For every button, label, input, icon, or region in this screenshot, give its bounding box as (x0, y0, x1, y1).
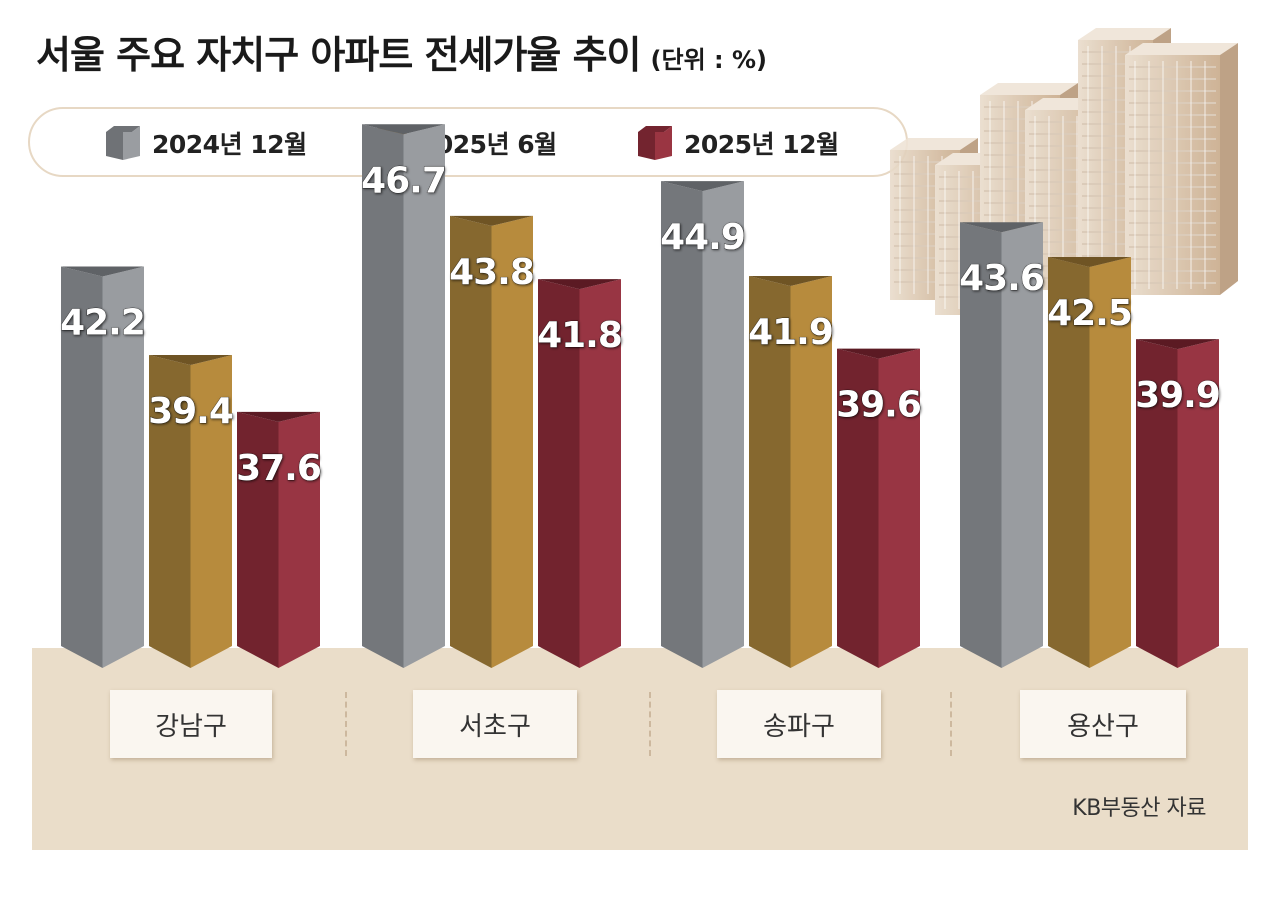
data-label-songpa-2025-12: 39.6 (836, 385, 921, 426)
data-label-seocho-2025-06: 43.8 (449, 252, 534, 293)
bar-gangnam-2025-12 (237, 411, 320, 668)
data-label-gangnam-2025-06: 39.4 (148, 391, 233, 432)
data-labels-group: 42.2 46.7 44.9 43.6 39.4 43.8 41.9 42.5 37.6 41.8… (60, 160, 1221, 489)
bar-songpa-2025-12 (837, 348, 920, 668)
bars-group (61, 124, 1219, 669)
data-label-songpa-2024-12: 44.9 (660, 217, 745, 258)
category-label-seocho: 서초구 (413, 690, 577, 758)
category-divider (950, 692, 952, 756)
category-divider (345, 692, 347, 756)
legend-swatch-maroon (638, 126, 672, 160)
bar-yongsan-2024-12 (960, 222, 1043, 669)
bar-seocho-2024-12 (362, 124, 445, 668)
data-label-yongsan-2024-12: 43.6 (959, 258, 1044, 299)
bar-songpa-2025-06 (749, 275, 832, 668)
unit-label: (단위 : %) (650, 46, 767, 74)
title-row: 서울 주요 자치구 아파트 전세가율 추이 (단위 : %) (36, 24, 767, 79)
bar-yongsan-2025-06 (1048, 257, 1131, 668)
data-label-yongsan-2025-12: 39.9 (1135, 375, 1220, 416)
bar-seocho-2025-12 (538, 279, 621, 668)
category-label-yongsan: 용산구 (1020, 690, 1186, 758)
category-label-gangnam: 강남구 (110, 690, 272, 758)
bar-seocho-2025-06 (450, 215, 533, 669)
data-label-seocho-2025-12: 41.8 (537, 315, 622, 356)
data-label-yongsan-2025-06: 42.5 (1047, 293, 1132, 334)
legend-label-2025-12: 2025년 12월 (684, 130, 839, 159)
data-label-gangnam-2025-12: 37.6 (236, 448, 321, 489)
legend-label-2024-12: 2024년 12월 (152, 130, 307, 159)
category-divider (649, 692, 651, 756)
bar-gangnam-2024-12 (61, 266, 144, 668)
legend-item-2025-12: 2025년 12월 (638, 125, 839, 161)
bar-yongsan-2025-12 (1136, 339, 1219, 668)
category-label-songpa: 송파구 (717, 690, 881, 758)
legend-swatch-gray (106, 126, 140, 160)
bar-gangnam-2025-06 (149, 354, 232, 668)
bar-songpa-2024-12 (661, 181, 744, 668)
data-label-songpa-2025-06: 41.9 (748, 312, 833, 353)
data-label-gangnam-2024-12: 42.2 (60, 302, 145, 343)
legend-item-2024-12: 2024년 12월 (106, 125, 307, 161)
data-label-seocho-2024-12: 46.7 (361, 160, 446, 201)
source-note: KB부동산 자료 (1072, 796, 1206, 821)
chart-title: 서울 주요 자치구 아파트 전세가율 추이 (36, 33, 642, 77)
